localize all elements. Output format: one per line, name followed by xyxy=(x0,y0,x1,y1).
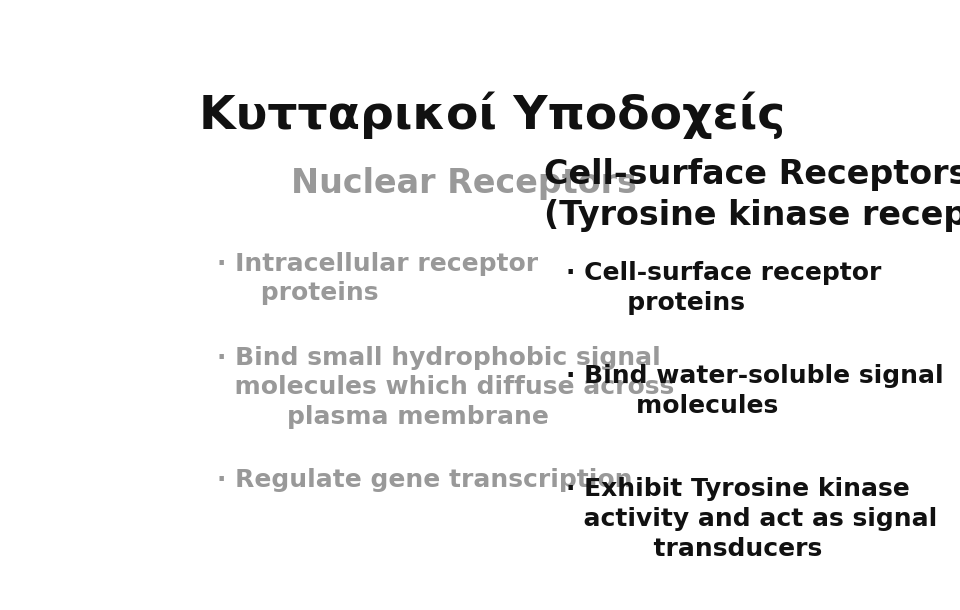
Text: · Cell-surface receptor
       proteins: · Cell-surface receptor proteins xyxy=(566,261,882,315)
Text: · Intracellular receptor
     proteins: · Intracellular receptor proteins xyxy=(217,252,538,306)
Text: · Exhibit Tyrosine kinase
  activity and act as signal
          transducers: · Exhibit Tyrosine kinase activity and a… xyxy=(566,477,938,561)
Text: · Regulate gene transcription: · Regulate gene transcription xyxy=(217,468,633,492)
Text: · Bind water-soluble signal
        molecules: · Bind water-soluble signal molecules xyxy=(566,364,944,418)
Text: Cell-surface Receptors
(Tyrosine kinase receptors): Cell-surface Receptors (Tyrosine kinase … xyxy=(544,158,960,232)
Text: · Bind small hydrophobic signal
  molecules which diffuse across
        plasma : · Bind small hydrophobic signal molecule… xyxy=(217,346,674,429)
Text: Κυτταρικοί Υποδοχείς: Κυτταρικοί Υποδοχείς xyxy=(199,92,785,140)
Text: Nuclear Receptors: Nuclear Receptors xyxy=(291,167,637,200)
